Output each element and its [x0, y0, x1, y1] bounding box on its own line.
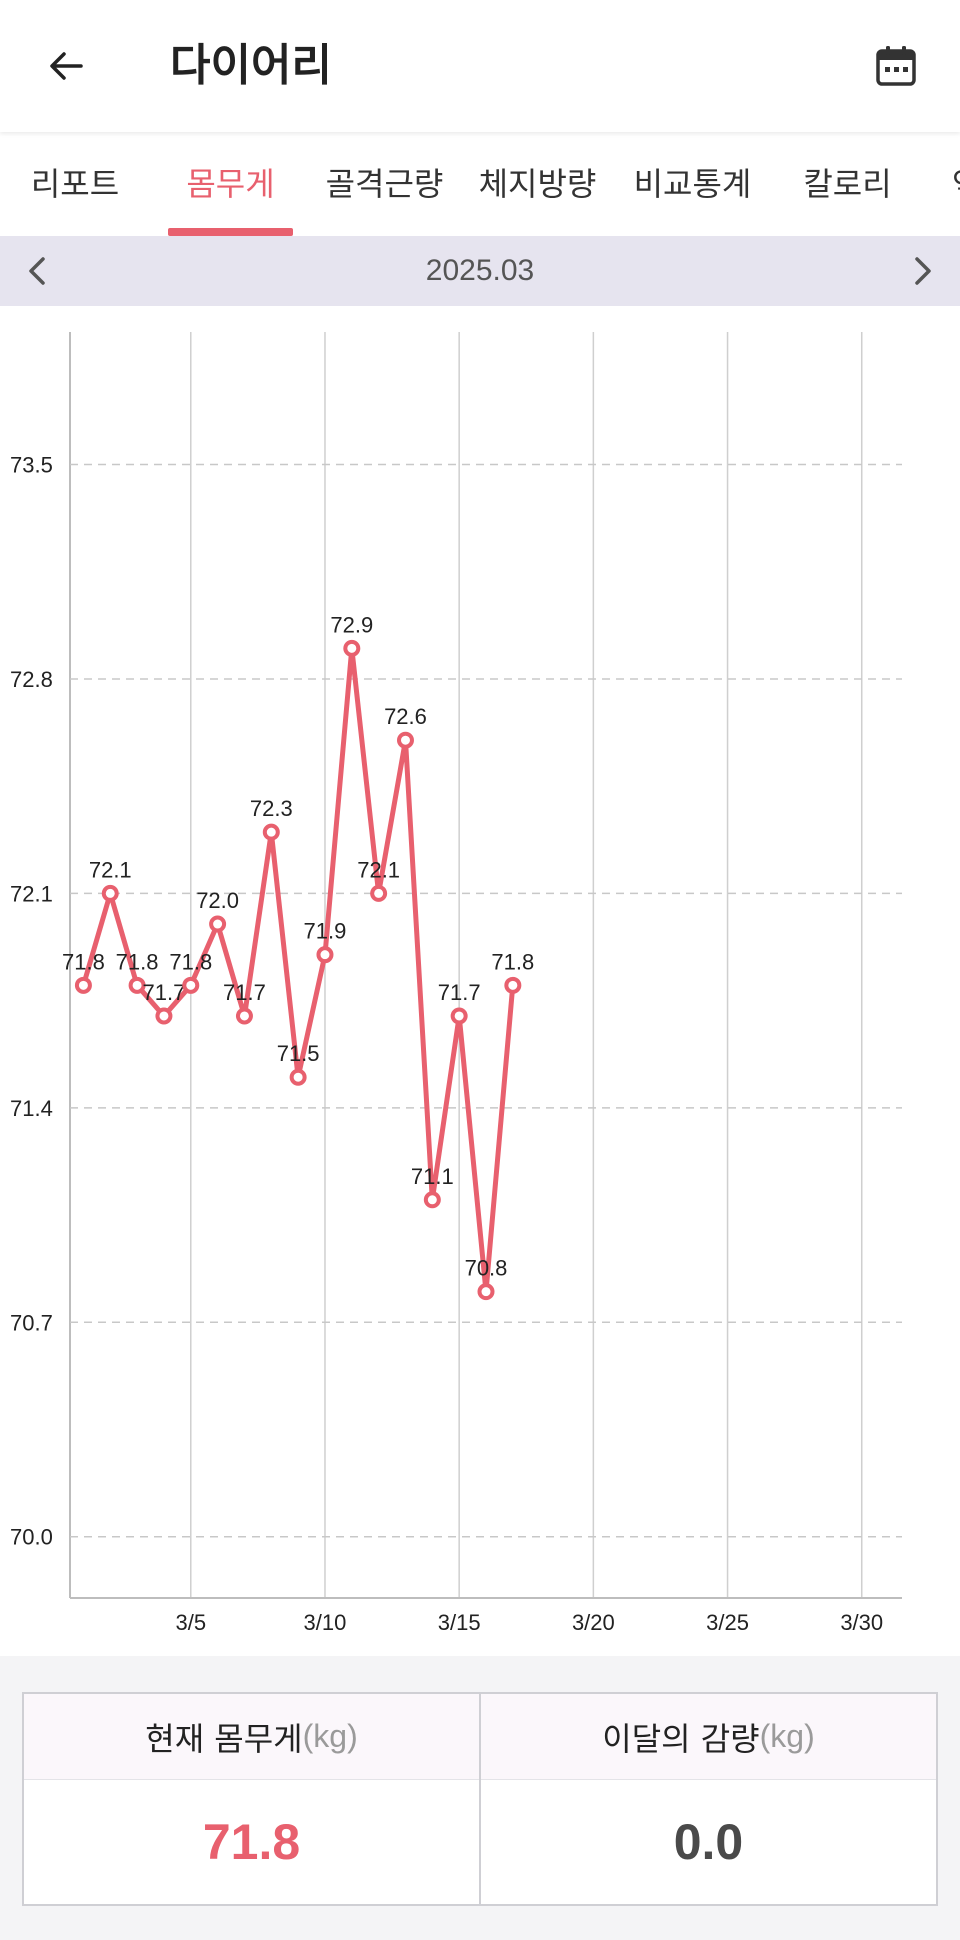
data-point	[504, 976, 522, 994]
x-tick-label: 3/15	[438, 1610, 481, 1635]
next-month-button[interactable]	[896, 244, 950, 298]
data-point	[262, 823, 280, 841]
x-tick-label: 3/30	[840, 1610, 883, 1635]
x-tick-label: 3/5	[175, 1610, 206, 1635]
y-tick-label: 72.1	[10, 881, 53, 906]
data-point	[289, 1068, 307, 1086]
data-label: 71.8	[169, 949, 212, 974]
weight-chart-area: 70.0 70.7 71.4 72.1 72.8 73.5 3/5 3/10 3/15 3/20 3…	[0, 306, 960, 1656]
data-label: 71.8	[62, 949, 105, 974]
data-label: 72.3	[250, 796, 293, 821]
tab-bar: 리포트 몸무게 골격근량 체지방량 비교통계 칼로리 역	[0, 132, 960, 236]
data-label: 71.1	[411, 1164, 454, 1189]
data-point	[128, 976, 146, 994]
data-point	[316, 946, 334, 964]
data-point	[235, 1007, 253, 1025]
data-point	[182, 976, 200, 994]
data-label: 71.7	[438, 980, 481, 1005]
month-navigator: 2025.03	[0, 236, 960, 306]
tab-weight[interactable]: 몸무게	[186, 165, 275, 203]
prev-month-button[interactable]	[10, 244, 64, 298]
app-header: 다이어리	[0, 0, 960, 132]
tab-body-fat[interactable]: 체지방량	[478, 165, 597, 203]
data-label: 72.0	[196, 888, 239, 913]
data-label: 71.8	[491, 949, 534, 974]
current-weight-label: 현재 몸무게	[145, 1719, 303, 1758]
data-label: 71.7	[223, 980, 266, 1005]
data-label: 70.8	[465, 1256, 508, 1281]
summary-area: 현재 몸무게 (kg) 71.8 이달의 감량 (kg) 0.0	[0, 1656, 960, 1940]
y-tick-label: 72.8	[10, 667, 53, 692]
data-label: 71.8	[116, 949, 159, 974]
data-point	[477, 1283, 495, 1301]
data-point	[155, 1007, 173, 1025]
data-point	[370, 884, 388, 902]
current-weight-header: 현재 몸무게 (kg)	[24, 1694, 479, 1780]
data-point	[74, 976, 92, 994]
x-tick-label: 3/10	[304, 1610, 347, 1635]
y-tick-label: 71.4	[10, 1096, 53, 1121]
data-point	[209, 915, 227, 933]
calendar-icon	[876, 46, 916, 86]
data-point	[450, 1007, 468, 1025]
chevron-left-icon	[29, 257, 45, 285]
monthly-loss-unit: (kg)	[759, 1718, 815, 1754]
y-tick-label: 73.5	[10, 453, 53, 478]
x-tick-label: 3/20	[572, 1610, 615, 1635]
active-tab-indicator	[168, 228, 293, 236]
data-label: 72.9	[330, 612, 373, 637]
data-label: 71.7	[143, 980, 186, 1005]
page-title: 다이어리	[170, 40, 332, 91]
monthly-loss-label: 이달의 감량	[602, 1719, 760, 1758]
calendar-button[interactable]	[868, 38, 924, 94]
monthly-loss-cell: 이달의 감량 (kg) 0.0	[479, 1694, 936, 1904]
tab-report[interactable]: 리포트	[30, 165, 120, 203]
data-label: 72.6	[384, 704, 427, 729]
current-weight-unit: (kg)	[302, 1718, 358, 1754]
y-tick-label: 70.7	[10, 1310, 53, 1335]
tab-skeletal-muscle[interactable]: 골격근량	[325, 165, 444, 203]
data-label: 71.5	[277, 1041, 320, 1066]
data-point	[343, 639, 361, 657]
data-point	[101, 884, 119, 902]
y-tick-label: 70.0	[10, 1525, 53, 1550]
data-point	[396, 731, 414, 749]
back-button[interactable]	[40, 36, 92, 96]
tab-calories[interactable]: 칼로리	[803, 165, 892, 203]
chevron-right-icon	[915, 257, 931, 285]
arrow-left-icon	[50, 52, 83, 80]
data-point	[423, 1191, 441, 1209]
x-tick-label: 3/25	[706, 1610, 749, 1635]
monthly-loss-value: 0.0	[673, 1814, 744, 1870]
month-label: 2025.03	[425, 254, 535, 287]
data-label: 72.1	[89, 857, 132, 882]
current-weight-value: 71.8	[202, 1814, 301, 1870]
tab-comparison[interactable]: 비교통계	[633, 165, 752, 203]
current-weight-cell: 현재 몸무게 (kg) 71.8	[24, 1694, 479, 1904]
data-label: 71.9	[304, 919, 347, 944]
weight-line-chart: 70.0 70.7 71.4 72.1 72.8 73.5 3/5 3/10 3/15 3/20 3…	[10, 332, 902, 1635]
monthly-loss-header: 이달의 감량 (kg)	[481, 1694, 936, 1780]
data-label: 72.1	[357, 857, 400, 882]
tab-more[interactable]: 역	[952, 132, 960, 236]
summary-table: 현재 몸무게 (kg) 71.8 이달의 감량 (kg) 0.0	[22, 1692, 938, 1906]
